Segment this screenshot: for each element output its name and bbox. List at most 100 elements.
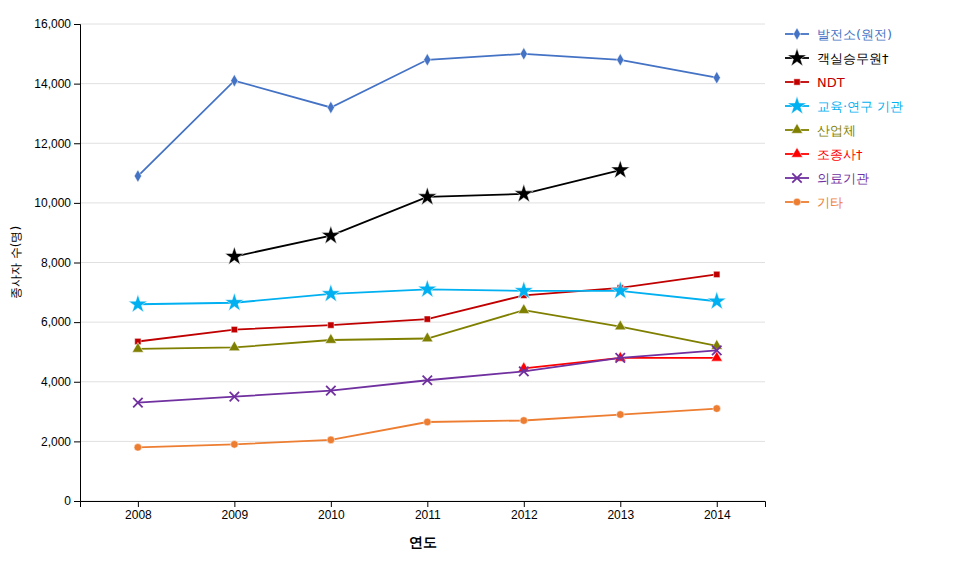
point (134, 444, 142, 452)
tick: 2008 (125, 501, 152, 522)
tick: 6,000 (41, 315, 80, 329)
x-axis-title: 연도 (409, 534, 437, 550)
point (611, 281, 630, 299)
point (321, 226, 340, 244)
tick-label: 2010 (318, 508, 345, 522)
tick: 0 (64, 494, 80, 508)
point (327, 436, 335, 444)
tick-label: 14,000 (34, 77, 71, 91)
legend-label: 조종사† (817, 147, 863, 162)
tick-mark (74, 263, 80, 264)
legend-marker (794, 79, 800, 85)
tick-label: 2011 (415, 508, 441, 522)
tick-mark (524, 501, 525, 507)
tick-mark (74, 322, 80, 323)
tick-mark (74, 441, 80, 442)
x-axis: 2008200920102011201220132014 (81, 501, 766, 522)
point (424, 54, 431, 66)
legend-label: 객실승무원† (817, 51, 889, 66)
point (615, 320, 626, 330)
tick: 2009 (222, 501, 249, 522)
point (424, 316, 430, 322)
point (514, 281, 533, 299)
point (520, 417, 528, 425)
point (327, 101, 334, 113)
point (328, 322, 334, 328)
tick-mark (74, 382, 80, 383)
legend-item: 산업체 (785, 123, 856, 138)
point (514, 184, 533, 202)
tick: 8,000 (41, 256, 80, 270)
tick: 2,000 (41, 435, 80, 449)
point (231, 326, 237, 332)
tick-mark (74, 203, 80, 204)
tick-label: 12,000 (34, 137, 71, 151)
tick-label: 6,000 (41, 315, 71, 329)
point (230, 392, 239, 401)
point (424, 418, 432, 426)
point (422, 332, 433, 342)
tick-mark (620, 501, 621, 507)
point (134, 170, 141, 182)
point (712, 346, 721, 355)
point (128, 294, 147, 312)
series-line (234, 170, 620, 256)
tick-label: 16,000 (34, 17, 71, 31)
tick-mark (138, 501, 139, 507)
point (518, 304, 529, 314)
tick-mark (234, 501, 235, 507)
point (229, 341, 240, 351)
tick-label: 2,000 (41, 435, 71, 449)
axis-line (74, 25, 81, 502)
point (325, 334, 336, 344)
point (707, 291, 726, 309)
tick-mark (74, 501, 80, 502)
point (132, 342, 143, 352)
legend-item: 조종사† (785, 147, 863, 162)
series-line (138, 274, 717, 341)
tick-mark (717, 501, 718, 507)
series-line (138, 409, 717, 448)
legend-item: NDT (785, 75, 845, 90)
legend-marker (791, 123, 802, 133)
tick: 2011 (415, 501, 441, 522)
point (611, 160, 630, 178)
legend-item: 기타 (785, 195, 843, 210)
tick-label: 4,000 (41, 375, 71, 389)
legend-marker (793, 198, 801, 206)
point (617, 54, 624, 66)
tick: 2013 (607, 501, 634, 522)
tick-label: 2014 (704, 508, 731, 522)
point (713, 405, 721, 413)
tick-mark (331, 501, 332, 507)
legend: 발전소(원전)객실승무원†NDT교육·연구 기관산업체조종사†의료기관기타 (785, 27, 903, 210)
tick: 14,000 (34, 77, 80, 91)
tick-label: 0 (64, 494, 71, 508)
chart: 0 2,000 4,000 6,000 8,000 10,000 12,000 14,000 1… (0, 0, 965, 563)
tick: 2014 (704, 501, 731, 522)
tick: 10,000 (34, 196, 80, 210)
grid-line (80, 143, 765, 144)
grid (80, 24, 765, 501)
point (133, 398, 142, 407)
tick-label: 2009 (222, 508, 249, 522)
plot: 0 2,000 4,000 6,000 8,000 10,000 12,000 14,000 1… (34, 17, 765, 521)
legend-marker (788, 96, 807, 114)
marks (128, 48, 726, 452)
legend-label: NDT (817, 75, 845, 90)
point (519, 367, 528, 376)
legend-label: 의료기관 (817, 171, 869, 186)
point (713, 71, 720, 83)
legend-label: 산업체 (817, 123, 856, 138)
tick-mark (74, 24, 80, 25)
legend-marker (793, 28, 800, 40)
legend-label: 기타 (817, 195, 843, 210)
tick-label: 10,000 (34, 196, 71, 210)
legend-label: 교육·연구 기관 (817, 99, 903, 114)
point (321, 284, 340, 302)
tick-label: 8,000 (41, 256, 71, 270)
series-line (138, 310, 717, 349)
tick-mark (74, 143, 80, 144)
point (520, 48, 527, 60)
grid-line (80, 322, 765, 323)
